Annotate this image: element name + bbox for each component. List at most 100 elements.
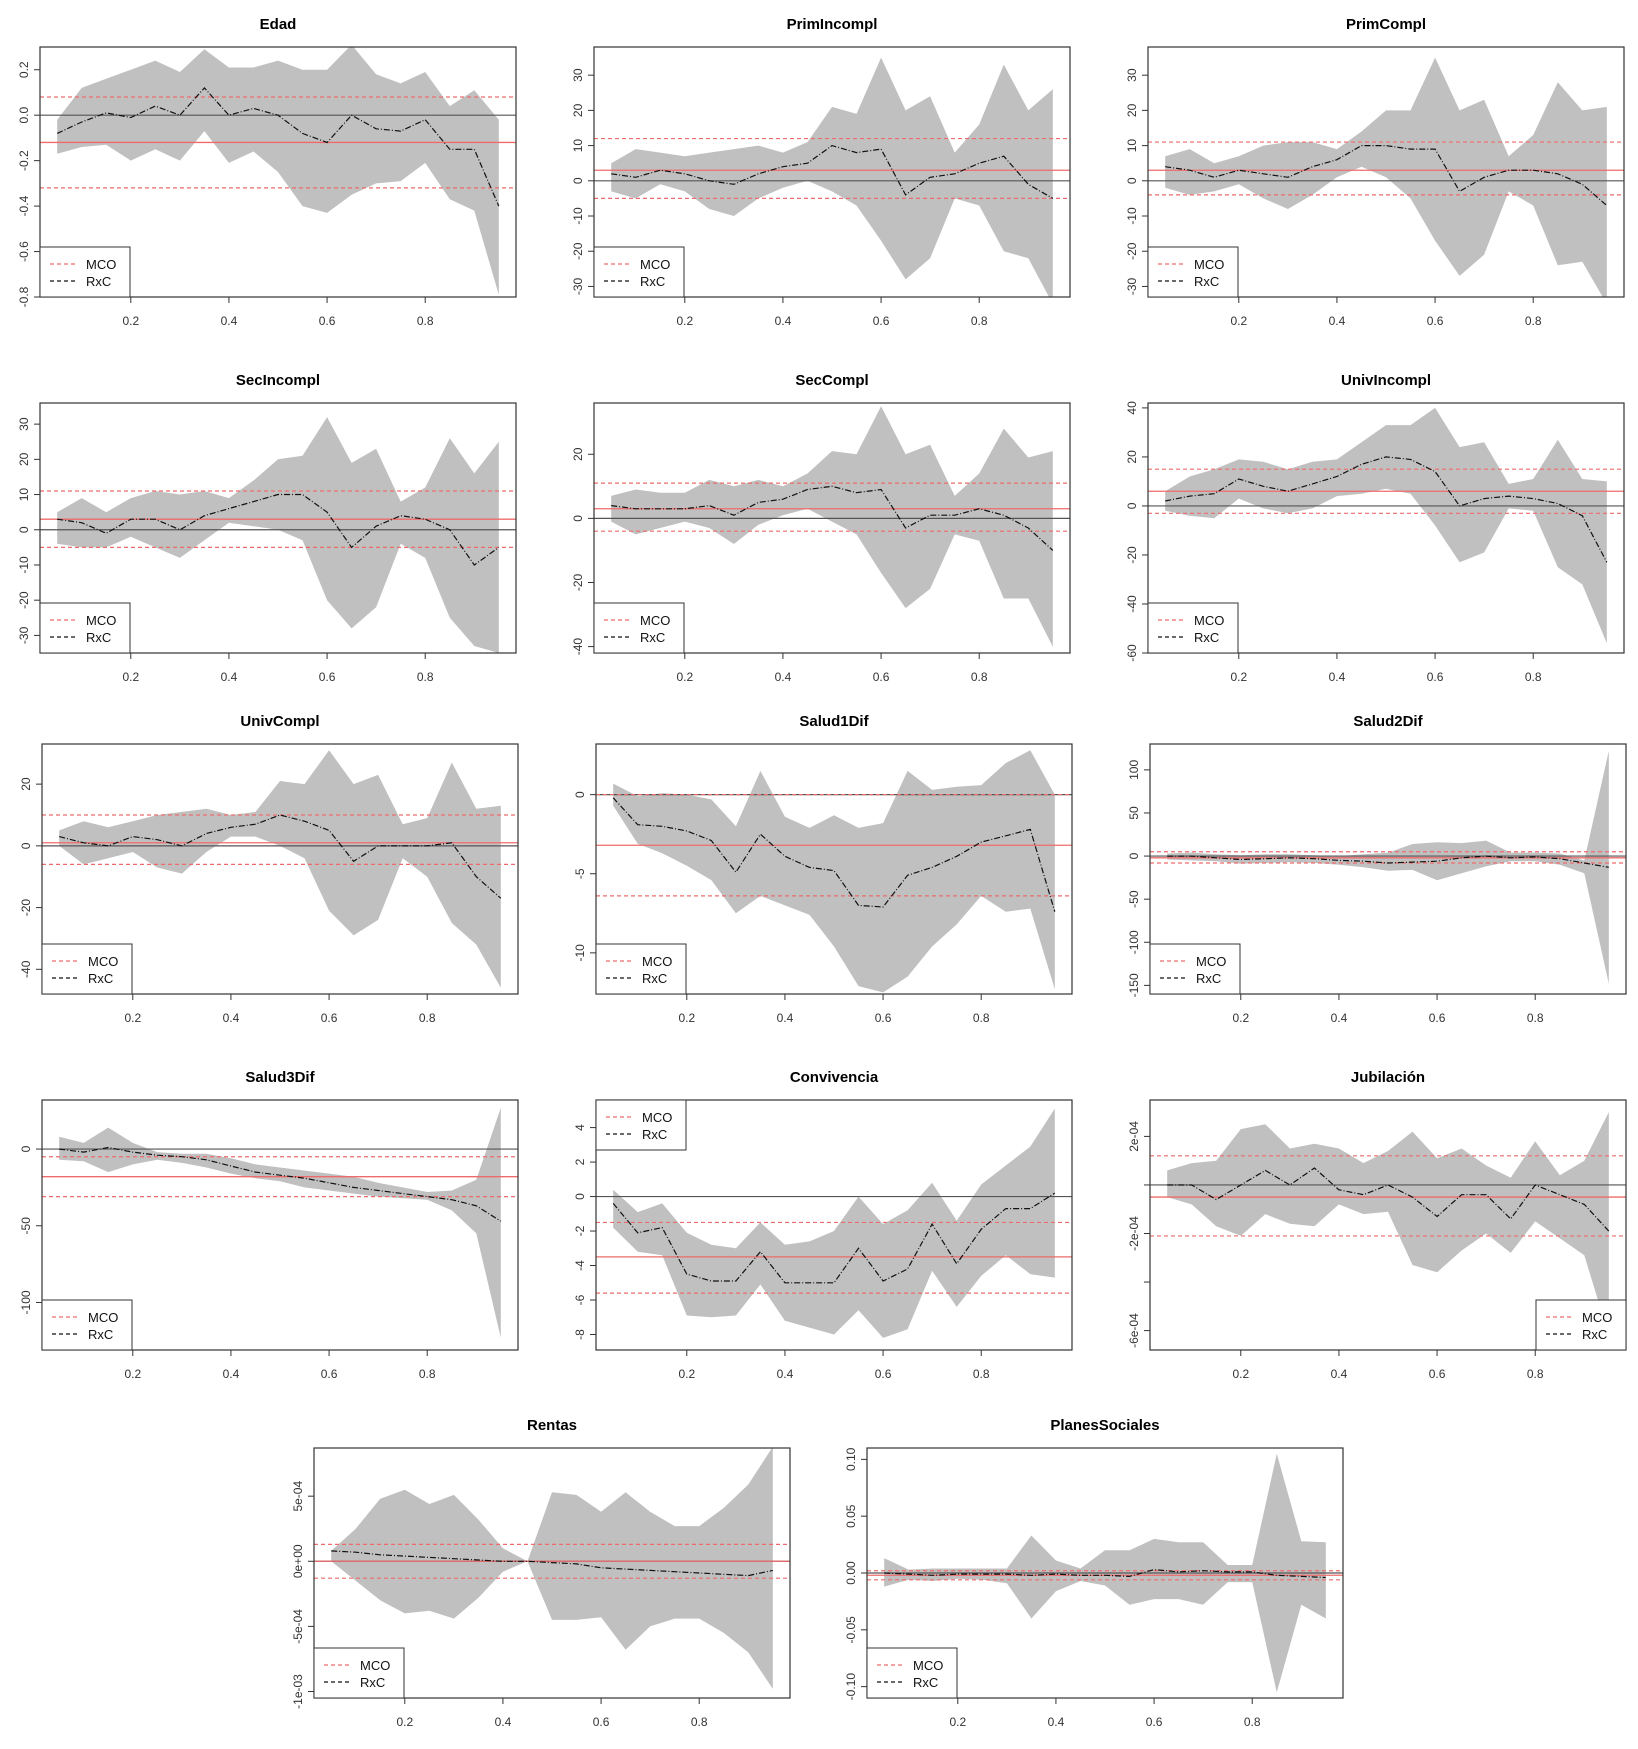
panel-rentas: Rentas 0.2 0.4 0.6 0.8 -1e-03 -5e-04 0e+00 5e-04… [291, 1417, 791, 1729]
legend-mco-label: MCO [88, 1310, 118, 1325]
chart-title: UnivCompl [240, 713, 319, 730]
y-tick-label: -30 [571, 277, 585, 295]
rxc-series-line [1167, 855, 1609, 868]
x-tick-label: 0.8 [1244, 1715, 1261, 1729]
legend-box [41, 943, 133, 995]
rxc-confidence-band [57, 417, 499, 653]
plot-frame [41, 743, 519, 995]
y-tick-label: 30 [17, 417, 31, 431]
rxc-confidence-band [57, 47, 499, 295]
y-tick-label: -150 [1127, 973, 1141, 997]
legend-mco-label: MCO [1194, 613, 1224, 628]
x-tick-label: 0.6 [319, 314, 336, 328]
y-tick-label: -4 [573, 1260, 587, 1271]
plot-area [1148, 57, 1624, 297]
legend-box [313, 1647, 405, 1699]
x-tick-label: 0.4 [221, 314, 238, 328]
panel-planessociales: PlanesSociales 0.2 0.4 0.6 0.8 -0.10 -0.05 0.00… [844, 1417, 1344, 1729]
rxc-confidence-band [613, 1108, 1055, 1338]
legend: MCO RxC [593, 602, 685, 654]
plot-area [596, 750, 1072, 993]
legend-box [41, 1299, 133, 1351]
rxc-confidence-band [613, 750, 1055, 993]
plot-frame [1149, 743, 1627, 995]
y-tick-label: 30 [571, 68, 585, 82]
y-tick-label: 0.0 [17, 107, 31, 124]
legend-box [866, 1647, 958, 1699]
y-tick-label: 100 [1127, 760, 1141, 780]
y-tick-label: -6 [573, 1294, 587, 1305]
y-tick-label: -20 [571, 573, 585, 591]
legend: MCO RxC [41, 943, 133, 995]
y-tick-label: -40 [571, 638, 585, 656]
y-tick-label: -20 [17, 591, 31, 609]
rxc-confidence-band [1167, 750, 1609, 984]
plot-frame [595, 1099, 1073, 1351]
x-tick-label: 0.8 [1525, 670, 1542, 684]
x-tick-label: 0.8 [1527, 1367, 1544, 1381]
y-tick-label: -2 [573, 1225, 587, 1236]
y-tick-label: 0 [573, 791, 587, 798]
chart-title: PlanesSociales [1050, 1417, 1159, 1434]
x-tick-label: 0.4 [777, 1011, 794, 1025]
legend-rxc-label: RxC [642, 971, 667, 986]
plot-frame [41, 1099, 519, 1351]
panel-salud2dif: Salud2Dif 0.2 0.4 0.6 0.8 -150 -100 -50 0 50 100 MC… [1127, 713, 1627, 1025]
legend-box [39, 246, 131, 298]
rxc-series-line [331, 1550, 773, 1577]
x-tick-label: 0.4 [221, 670, 238, 684]
x-tick-label: 0.6 [1429, 1011, 1446, 1025]
legend-mco-label: MCO [642, 954, 672, 969]
legend-rxc-label: RxC [640, 274, 665, 289]
x-tick-label: 0.4 [495, 1715, 512, 1729]
x-tick-label: 0.6 [875, 1011, 892, 1025]
x-tick-label: 0.4 [1329, 670, 1346, 684]
x-tick-label: 0.6 [873, 670, 890, 684]
x-tick-label: 0.2 [678, 1367, 695, 1381]
x-tick-label: 0.4 [775, 670, 792, 684]
rxc-series-line [59, 814, 502, 899]
y-tick-label: -20 [1125, 242, 1139, 260]
y-tick-label: 0 [1127, 852, 1141, 859]
y-tick-label: -30 [17, 626, 31, 644]
rxc-confidence-band [331, 1448, 773, 1689]
panel-salud3dif: Salud3Dif 0.2 0.4 0.6 0.8 -100 -50 0 MCO RxC [19, 1069, 519, 1381]
y-tick-label: 2 [573, 1158, 587, 1165]
plot-frame [593, 402, 1071, 654]
rxc-series-line [57, 493, 500, 566]
y-tick-label: -30 [1125, 277, 1139, 295]
y-tick-label: 0.2 [17, 61, 31, 78]
legend-rxc-label: RxC [913, 1675, 938, 1690]
y-tick-label: 0 [571, 177, 585, 184]
x-tick-label: 0.8 [1527, 1011, 1544, 1025]
legend-rxc-label: RxC [1194, 274, 1219, 289]
rxc-series-line [1167, 1167, 1610, 1232]
x-tick-label: 0.4 [1331, 1367, 1348, 1381]
y-tick-label: -50 [19, 1217, 33, 1235]
chart-title: SecCompl [795, 372, 868, 389]
plot-area [594, 406, 1070, 647]
legend-mco-label: MCO [86, 257, 116, 272]
y-tick-label: 10 [1125, 139, 1139, 153]
y-tick-label: -10 [573, 944, 587, 962]
y-tick-label: -2e-04 [1127, 1216, 1141, 1251]
y-tick-label: -6e-04 [1127, 1313, 1141, 1348]
legend-box [1147, 602, 1239, 654]
legend-rxc-label: RxC [88, 1327, 113, 1342]
panel-univincompl: UnivIncompl 0.2 0.4 0.6 0.8 -60 -40 -20 0 20 40 MCO… [1125, 372, 1625, 684]
y-tick-label: 20 [571, 447, 585, 461]
rxc-confidence-band [611, 406, 1053, 647]
legend-rxc-label: RxC [86, 274, 111, 289]
plot-area [42, 1107, 518, 1338]
chart-title: Salud2Dif [1353, 713, 1423, 730]
x-tick-label: 0.2 [1232, 1367, 1249, 1381]
y-tick-label: -8 [573, 1329, 587, 1340]
panel-salud1dif: Salud1Dif 0.2 0.4 0.6 0.8 -10 -5 0 MCO RxC [573, 713, 1073, 1025]
legend-mco-label: MCO [360, 1658, 390, 1673]
plot-frame [595, 743, 1073, 995]
rxc-series-line [1165, 456, 1608, 563]
y-tick-label: 40 [1125, 401, 1139, 415]
legend: MCO RxC [41, 1299, 133, 1351]
plot-frame [593, 46, 1071, 298]
y-tick-label: 0 [1125, 177, 1139, 184]
